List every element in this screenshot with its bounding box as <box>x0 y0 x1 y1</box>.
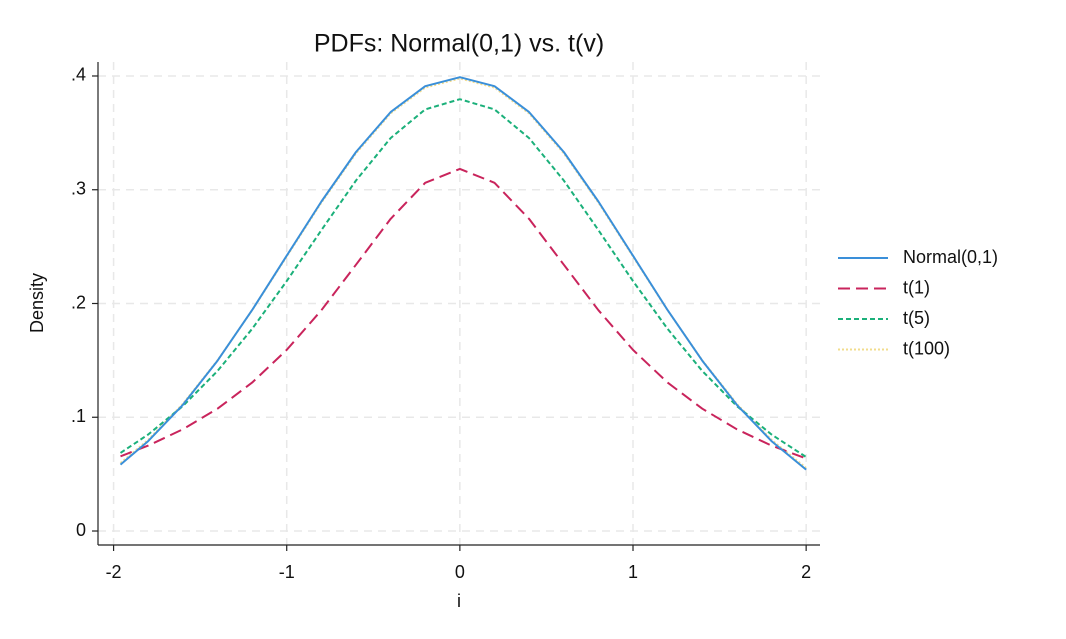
y-tick-label: .1 <box>71 406 86 426</box>
line-series <box>119 76 807 471</box>
legend-label: t(1) <box>903 277 930 297</box>
y-tick-label: .4 <box>71 65 86 85</box>
x-axis-label: i <box>457 591 461 611</box>
legend-label: Normal(0,1) <box>903 247 998 267</box>
y-axis-label: Density <box>27 273 47 333</box>
x-tick-label: -2 <box>106 562 122 582</box>
chart-title: PDFs: Normal(0,1) vs. t(v) <box>314 30 604 58</box>
x-tick-label: 1 <box>628 562 638 582</box>
legend-label: t(5) <box>903 308 930 328</box>
line-series <box>119 98 807 458</box>
line-series <box>120 167 807 460</box>
y-tick-label: .2 <box>71 292 86 312</box>
legend-label: t(100) <box>903 338 950 358</box>
x-tick-label: 0 <box>455 562 465 582</box>
y-tick-label: 0 <box>76 520 86 540</box>
x-tick-label: 2 <box>801 562 811 582</box>
x-tick-label: -1 <box>279 562 295 582</box>
y-tick-label: .3 <box>71 178 86 198</box>
